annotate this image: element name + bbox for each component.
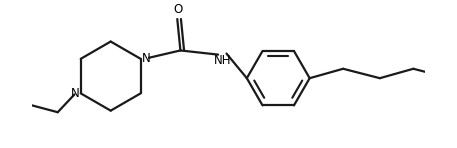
Text: N: N — [71, 87, 80, 100]
Text: N: N — [142, 52, 151, 65]
Text: NH: NH — [213, 54, 231, 67]
Text: O: O — [174, 3, 183, 16]
